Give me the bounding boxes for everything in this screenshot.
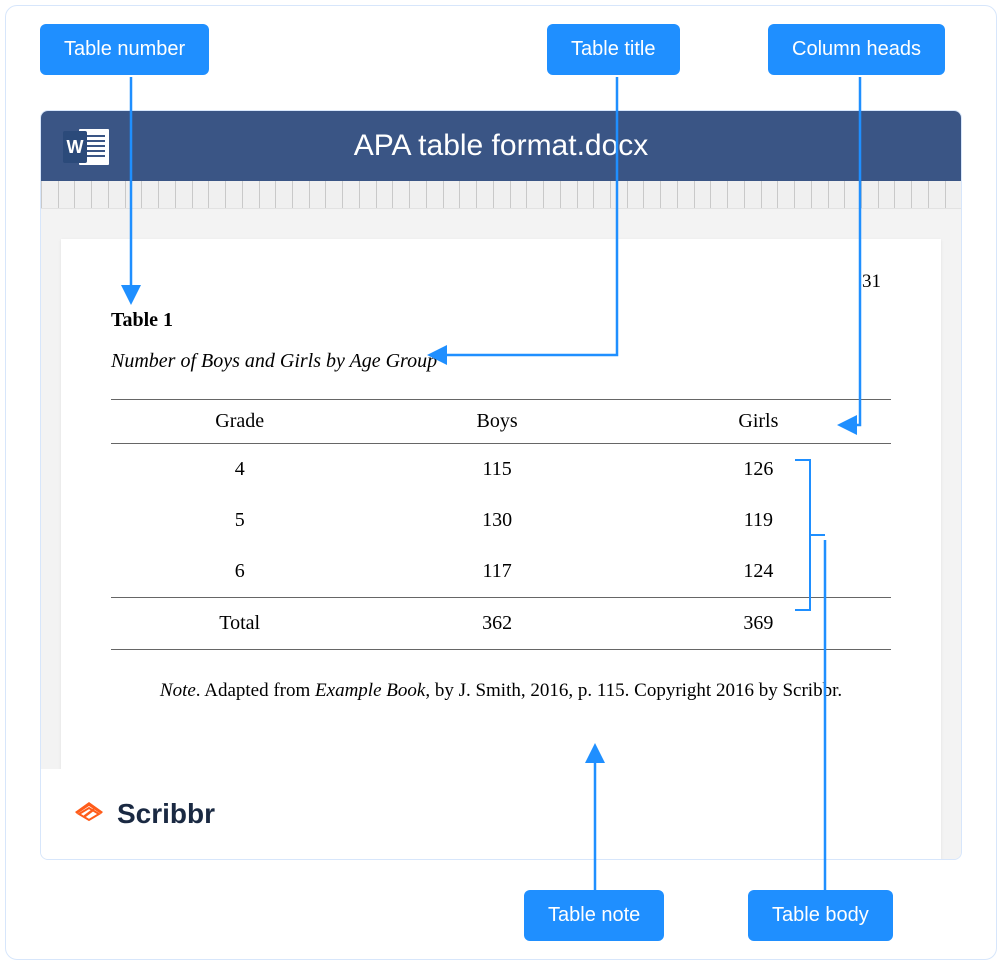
page: 31 Table 1 Number of Boys and Girls by A…	[61, 239, 941, 859]
callout-column-heads: Column heads	[768, 24, 945, 75]
table-number: Table 1	[111, 309, 891, 332]
table-cell: 119	[626, 495, 891, 546]
note-suffix: , by J. Smith, 2016, p. 115. Copyright 2…	[425, 680, 842, 701]
brand-name: Scribbr	[117, 798, 215, 830]
table-header-row: Grade Boys Girls	[111, 400, 891, 444]
table-cell: 130	[368, 495, 625, 546]
scribbr-icon	[71, 796, 107, 832]
table-cell: 4	[111, 444, 368, 496]
apa-table: Grade Boys Girls 4 115 126 5 130 119	[111, 399, 891, 650]
table-cell: 117	[368, 546, 625, 598]
ruler	[41, 181, 961, 209]
table-cell: 124	[626, 546, 891, 598]
note-book-title: Example Book	[315, 680, 425, 701]
table-cell: Total	[111, 598, 368, 650]
svg-text:W: W	[67, 137, 84, 157]
callout-table-number: Table number	[40, 24, 209, 75]
table-cell: 115	[368, 444, 625, 496]
table-cell: 126	[626, 444, 891, 496]
page-area: 31 Table 1 Number of Boys and Girls by A…	[41, 209, 961, 859]
document-filename: APA table format.docx	[41, 129, 961, 163]
page-number: 31	[862, 271, 881, 293]
titlebar: W APA table format.docx	[41, 111, 961, 181]
table-total-row: Total 362 369	[111, 598, 891, 650]
document-frame: W APA table format.docx 31 Table 1 Numbe…	[40, 110, 962, 860]
table-row: 6 117 124	[111, 546, 891, 598]
table-row: 5 130 119	[111, 495, 891, 546]
table-note: Note. Adapted from Example Book, by J. S…	[111, 680, 891, 702]
table-title: Number of Boys and Girls by Age Group	[111, 350, 891, 373]
table-cell: 362	[368, 598, 625, 650]
column-head: Grade	[111, 400, 368, 444]
note-label: Note	[160, 680, 196, 701]
table-row: 4 115 126	[111, 444, 891, 496]
callout-table-body: Table body	[748, 890, 893, 941]
brand-logo: Scribbr	[41, 769, 321, 859]
table-cell: 369	[626, 598, 891, 650]
column-head: Boys	[368, 400, 625, 444]
column-head: Girls	[626, 400, 891, 444]
callout-table-title: Table title	[547, 24, 680, 75]
note-prefix: . Adapted from	[196, 680, 315, 701]
callout-table-note: Table note	[524, 890, 664, 941]
table-cell: 6	[111, 546, 368, 598]
word-icon: W	[63, 127, 111, 167]
table-cell: 5	[111, 495, 368, 546]
